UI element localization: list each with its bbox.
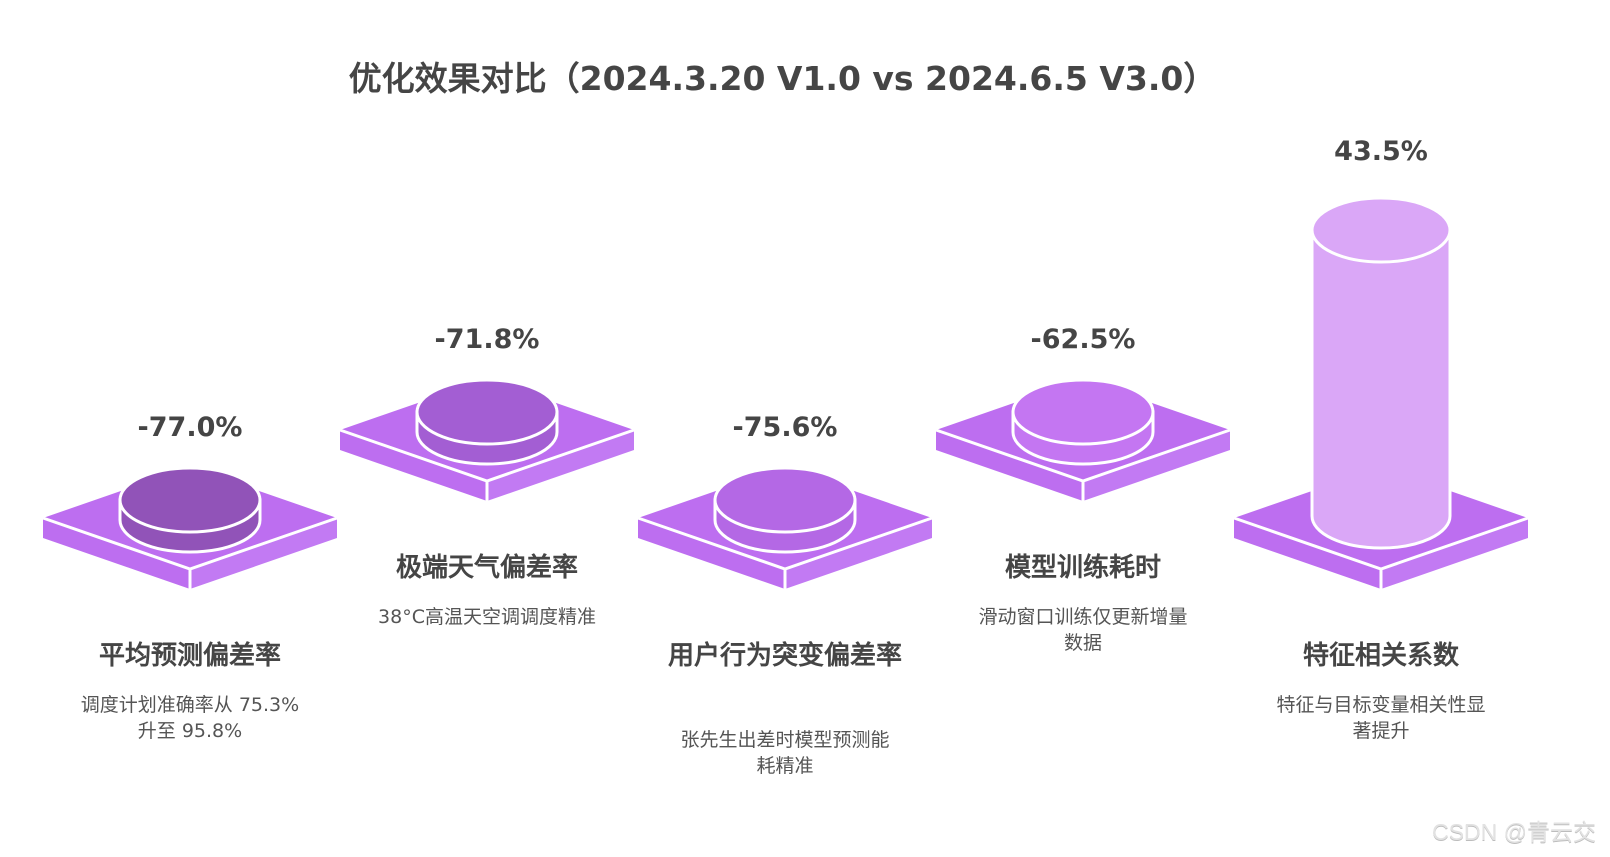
bar-3-desc: 张先生出差时模型预测能耗精准 [680, 729, 890, 777]
bar-3-label: 用户行为突变偏差率 [667, 641, 902, 671]
bar-1-value: -77.0% [137, 412, 243, 443]
bar-1-label: 平均预测偏差率 [98, 641, 281, 671]
bar-3-disc [713, 466, 857, 554]
watermark: CSDN @青云交 [1432, 819, 1596, 845]
bar-4-desc: 滑动窗口训练仅更新增量数据 [978, 606, 1188, 654]
bar-5-value: 43.5% [1334, 136, 1428, 167]
bar-2-label: 极端天气偏差率 [395, 553, 578, 583]
bar-3-value: -75.6% [732, 412, 838, 443]
bar-2-value: -71.8% [434, 324, 540, 355]
bar-4-value: -62.5% [1030, 324, 1136, 355]
bar-4-disc [1011, 378, 1155, 466]
bar-2-desc: 38°C高温天空调调度精准 [378, 606, 596, 628]
chart-title: 优化效果对比（2024.3.20 V1.0 vs 2024.6.5 V3.0） [348, 59, 1217, 98]
bar-1-desc: 调度计划准确率从 75.3% 升至 95.8% [80, 694, 300, 742]
bar-2-disc [415, 378, 559, 466]
bar-5-label: 特征相关系数 [1302, 641, 1459, 671]
bar-5-cylinder [1310, 196, 1452, 550]
bar-4-label: 模型训练耗时 [1004, 553, 1161, 583]
bar-1-disc [118, 466, 262, 554]
bar-5-desc: 特征与目标变量相关性显著提升 [1276, 694, 1486, 742]
